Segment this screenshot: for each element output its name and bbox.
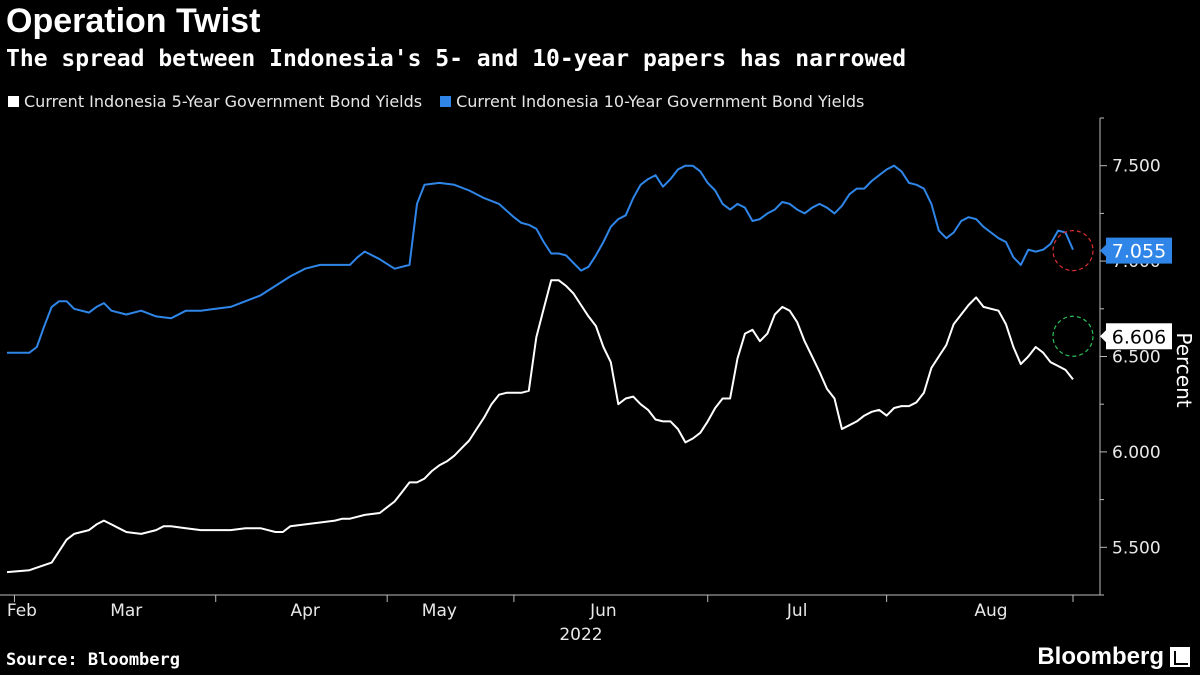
source-note: Source: Bloomberg bbox=[6, 650, 180, 670]
brand-mark-icon bbox=[1170, 647, 1190, 667]
x-tick-label: May bbox=[422, 601, 457, 621]
legend-label-5yr: Current Indonesia 5-Year Government Bond… bbox=[24, 92, 423, 111]
series-10yr-line bbox=[7, 164, 1074, 354]
chart-title: Operation Twist bbox=[6, 2, 261, 40]
legend-item-10yr: Current Indonesia 10-Year Government Bon… bbox=[440, 92, 864, 111]
legend: Current Indonesia 5-Year Government Bond… bbox=[8, 92, 864, 111]
legend-swatch-10yr bbox=[440, 96, 452, 107]
x-axis-year-label: 2022 bbox=[559, 625, 602, 645]
y-tick-label: 5.500 bbox=[1112, 538, 1161, 558]
series-5yr-line bbox=[6, 279, 1074, 574]
last-value-pointer-10yr bbox=[1100, 244, 1106, 257]
y-tick-label: 6.500 bbox=[1112, 348, 1161, 368]
y-axis-title: Percent bbox=[1172, 332, 1196, 407]
y-tick-label: 7.500 bbox=[1112, 157, 1161, 177]
x-tick-label: Feb bbox=[7, 601, 37, 621]
legend-swatch-5yr bbox=[8, 96, 19, 107]
last-value-box-10yr bbox=[1106, 237, 1172, 264]
end-marker-5yr bbox=[1052, 315, 1094, 357]
last-value-label-10yr: 7.055 bbox=[1112, 241, 1166, 263]
legend-item-5yr: Current Indonesia 5-Year Government Bond… bbox=[8, 92, 422, 111]
legend-label-10yr: Current Indonesia 10-Year Government Bon… bbox=[456, 92, 865, 111]
last-value-label-5yr: 6.606 bbox=[1112, 326, 1166, 348]
end-marker-10yr bbox=[1052, 230, 1094, 272]
x-tick-label: Mar bbox=[110, 601, 142, 621]
chart-subtitle: The spread between Indonesia's 5- and 10… bbox=[6, 46, 907, 72]
x-tick-label: Jun bbox=[589, 601, 617, 621]
last-value-pointer-5yr bbox=[1100, 330, 1106, 343]
x-tick-label: Jul bbox=[786, 601, 808, 621]
y-tick-label: 6.000 bbox=[1112, 443, 1161, 463]
last-value-box-5yr bbox=[1106, 323, 1172, 350]
bloomberg-logo: Bloomberg bbox=[1037, 643, 1190, 671]
x-tick-label: Aug bbox=[974, 601, 1007, 621]
brand-text: Bloomberg bbox=[1037, 643, 1164, 670]
x-tick-label: Apr bbox=[290, 601, 319, 621]
